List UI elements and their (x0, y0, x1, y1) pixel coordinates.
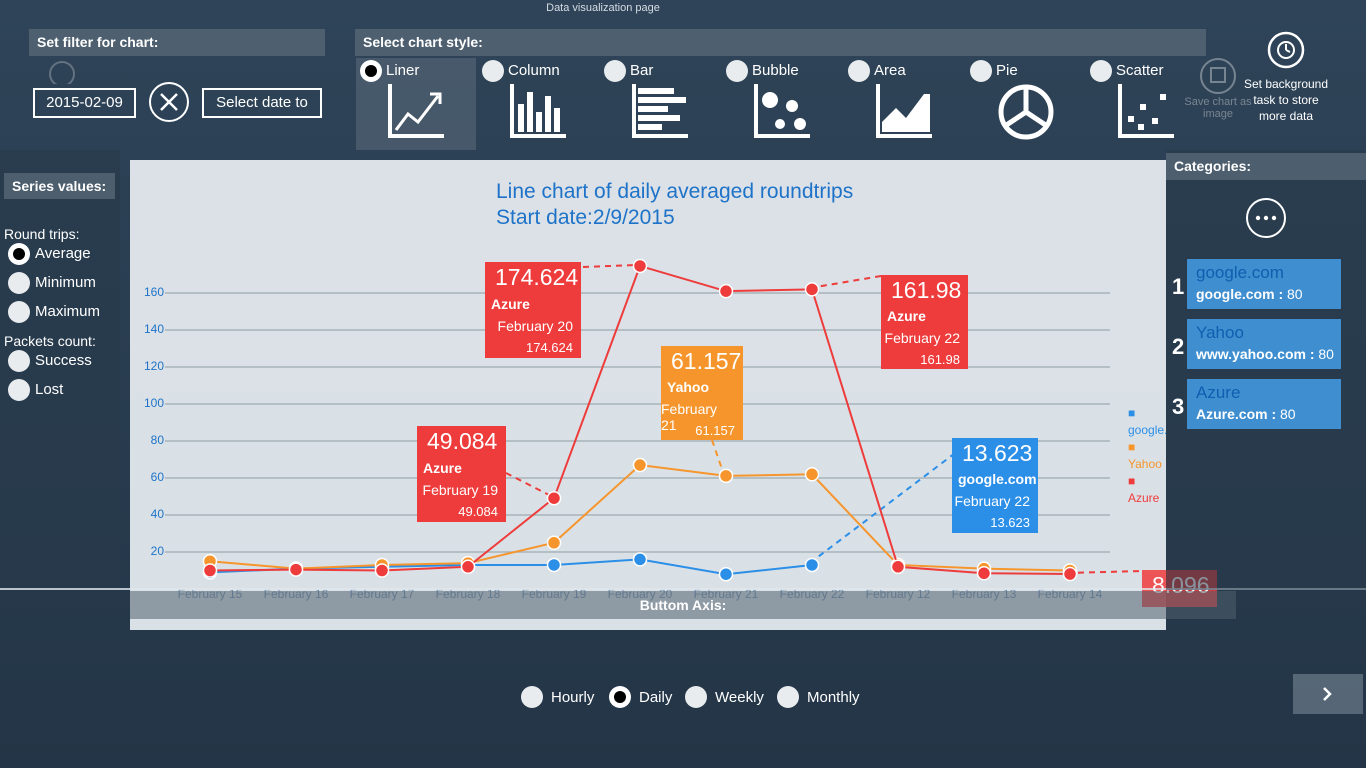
radio-area[interactable] (848, 60, 870, 82)
data-point (890, 559, 906, 575)
data-point (460, 559, 476, 575)
date-to-button[interactable]: Select date to (202, 88, 322, 118)
data-point (804, 467, 820, 482)
data-point (632, 552, 648, 567)
style-option-pie[interactable]: Pie (966, 58, 1086, 150)
chart-subtitle: Start date:2/9/2015 (496, 206, 675, 229)
annotation-azure-feb20: 174.624 Azure February 20 174.624 (485, 262, 581, 358)
annotation-azure-feb22: 161.98 Azure February 22 161.98 (881, 275, 968, 369)
data-point (202, 563, 218, 578)
leader-line (809, 437, 976, 564)
leader-line (505, 472, 554, 498)
leader-line (1066, 570, 1143, 574)
data-point (546, 557, 562, 573)
annotation-azure-feb19: 49.084 Azure February 19 49.084 (417, 426, 506, 522)
bottom-axis-bar (130, 591, 1236, 619)
date-from-button[interactable]: 2015-02-09 (33, 88, 136, 118)
save-image-button[interactable]: Save chart as image (1176, 56, 1260, 130)
category-item[interactable]: Azure Azure.com : 80 (1187, 379, 1341, 429)
data-point (718, 283, 734, 299)
y-tick-label: 20 (150, 544, 164, 558)
style-option-bar[interactable]: Bar (600, 58, 720, 150)
more-icon (1255, 215, 1277, 221)
divider (0, 588, 1366, 590)
category-number: 1 (1172, 274, 1185, 299)
chart-title: Line chart of daily averaged roundtrips (496, 180, 854, 203)
y-tick-label: 80 (150, 433, 164, 447)
radio-liner[interactable] (360, 60, 382, 82)
series-header: Series values: (4, 173, 115, 199)
round-trips-label: Round trips: (4, 226, 80, 242)
legend-azure: ■ Azure (1128, 474, 1160, 505)
y-tick-label: 160 (143, 285, 164, 299)
bubble-chart-icon (754, 84, 810, 138)
style-option-column[interactable]: Column (478, 58, 598, 150)
category-item[interactable]: Yahoo www.yahoo.com : 80 (1187, 319, 1341, 369)
chart-style-header: Select chart style: (355, 29, 1206, 56)
clock-icon (1267, 31, 1305, 69)
data-point (546, 490, 562, 506)
data-point (804, 282, 820, 297)
close-icon (160, 93, 178, 111)
radio-bubble[interactable] (726, 60, 748, 82)
data-point (804, 557, 820, 573)
data-point (632, 258, 648, 274)
legend-google: ■ google.com (1128, 406, 1168, 437)
chevron-right-icon (1323, 687, 1332, 701)
data-point (632, 457, 648, 473)
style-option-bubble[interactable]: Bubble (722, 58, 842, 150)
radio-scatter[interactable] (1090, 60, 1112, 82)
style-option-liner[interactable]: Liner (356, 58, 476, 150)
y-tick-label: 40 (150, 507, 164, 521)
y-tick-label: 60 (150, 470, 164, 484)
legend-yahoo: ■ Yahoo (1128, 440, 1162, 471)
page-title: Data visualization page (546, 2, 660, 14)
more-button[interactable] (1246, 198, 1286, 238)
line-chart-icon (388, 84, 444, 138)
bottom-axis-header: Buttom Axis: (639, 597, 727, 613)
column-chart-icon (510, 84, 566, 138)
radio-column[interactable] (482, 60, 504, 82)
chart-legend: ■ google.com ■ Yahoo ■ Azure (1128, 405, 1168, 507)
filter-header: Set filter for chart: (29, 29, 325, 56)
pie-chart-icon (998, 84, 1054, 140)
data-point (718, 468, 734, 484)
data-point (546, 535, 562, 550)
save-icon (1200, 58, 1236, 94)
data-point (374, 563, 390, 578)
annotation-google-feb22: 13.623 google.com February 22 13.623 (952, 438, 1038, 533)
data-point (718, 566, 734, 582)
area-chart-icon (876, 84, 932, 138)
annotation-yahoo-feb21: 61.157 Yahoo February 21 61.157 (661, 346, 743, 440)
y-tick-label: 120 (143, 359, 164, 373)
style-option-area[interactable]: Area (844, 58, 964, 150)
next-button[interactable] (1293, 674, 1363, 714)
packets-label: Packets count: (4, 333, 96, 349)
category-number: 3 (1172, 394, 1185, 419)
leader-line (582, 264, 638, 268)
background-task-button[interactable]: Set background task to store more data (1236, 30, 1336, 126)
category-number: 2 (1172, 334, 1185, 359)
clear-date-button[interactable] (149, 82, 189, 122)
style-option-scatter[interactable]: Scatter (1086, 58, 1206, 150)
bar-chart-icon (632, 84, 688, 138)
scatter-chart-icon (1118, 84, 1174, 138)
data-point (976, 566, 992, 581)
data-point (1062, 566, 1078, 582)
category-item[interactable]: google.com google.com : 80 (1187, 259, 1341, 309)
data-point (288, 562, 304, 577)
radio-bar[interactable] (604, 60, 626, 82)
categories-header: Categories: (1166, 153, 1366, 180)
y-tick-label: 140 (143, 322, 164, 336)
radio-pie[interactable] (970, 60, 992, 82)
leader-line (809, 275, 882, 289)
y-tick-label: 100 (143, 396, 164, 410)
